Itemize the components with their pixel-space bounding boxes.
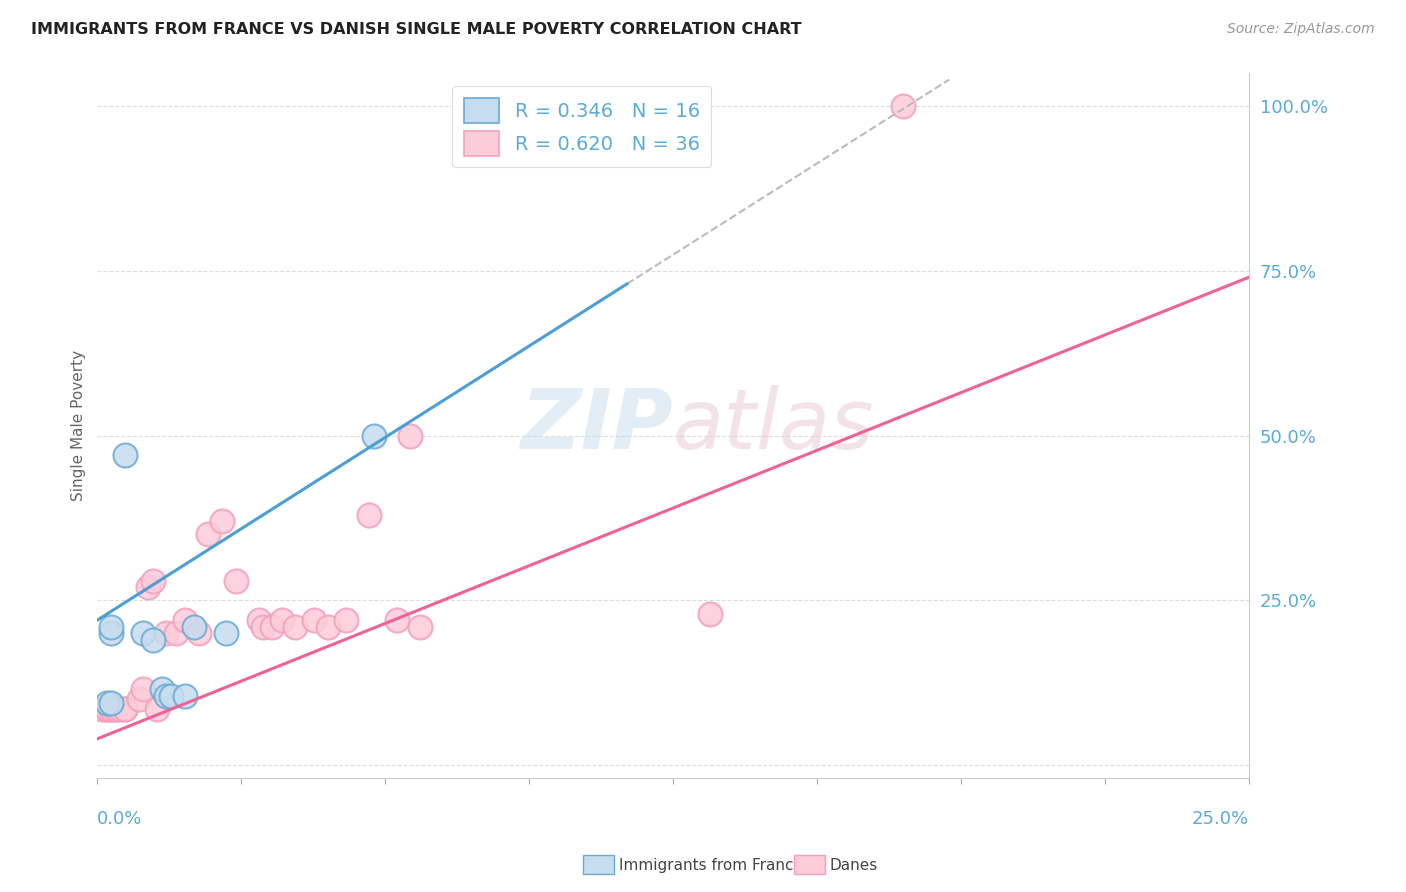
Point [96,696,118,710]
Point [409,620,432,634]
Point [142,632,165,647]
Point [114,702,136,716]
Point [132,682,155,697]
Point [100,620,122,634]
Text: Danes: Danes [830,858,877,872]
Point [262,620,284,634]
Point [215,626,238,640]
Point [146,702,169,716]
Point [284,620,307,634]
Point [187,626,209,640]
Point [247,613,270,627]
Point [385,613,408,627]
Point [150,682,173,697]
Point [96,702,118,716]
Point [100,696,122,710]
Point [270,613,292,627]
Point [252,620,274,634]
Text: 25.0%: 25.0% [1191,810,1249,828]
Text: Source: ZipAtlas.com: Source: ZipAtlas.com [1227,22,1375,37]
Point [136,580,159,594]
Point [114,702,136,716]
Point [104,702,127,716]
Point [699,607,721,621]
Point [302,613,325,627]
Point [891,99,914,113]
Point [399,428,422,442]
Point [100,626,122,640]
Point [630,99,652,113]
Point [173,613,195,627]
Point [464,99,486,113]
Point [100,702,122,716]
Point [224,574,246,588]
Text: Immigrants from France: Immigrants from France [619,858,803,872]
Legend: R = 0.346   N = 16, R = 0.620   N = 36: R = 0.346 N = 16, R = 0.620 N = 36 [453,87,711,168]
Point [128,692,150,706]
Point [357,508,380,522]
Text: ZIP: ZIP [520,385,673,467]
Point [211,514,233,528]
Text: IMMIGRANTS FROM FRANCE VS DANISH SINGLE MALE POVERTY CORRELATION CHART: IMMIGRANTS FROM FRANCE VS DANISH SINGLE … [31,22,801,37]
Point [165,626,187,640]
Point [316,620,339,634]
Point [363,428,385,442]
Y-axis label: Single Male Poverty: Single Male Poverty [72,350,86,501]
Point [335,613,357,627]
Point [110,702,132,716]
Text: 0.0%: 0.0% [97,810,143,828]
Point [104,702,127,716]
Point [197,527,219,541]
Point [183,620,205,634]
Point [96,702,118,716]
Point [114,448,136,462]
Point [155,626,177,640]
Point [132,626,155,640]
Text: atlas: atlas [673,385,875,467]
Point [91,702,114,716]
Point [100,702,122,716]
Point [155,689,177,703]
Point [173,689,195,703]
Point [160,689,183,703]
Point [142,574,165,588]
